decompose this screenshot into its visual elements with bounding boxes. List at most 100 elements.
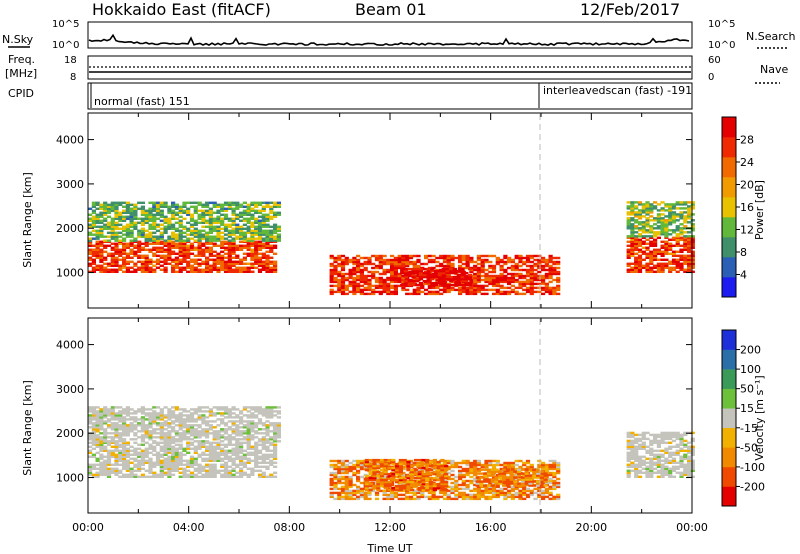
data-cell	[246, 453, 251, 456]
data-cell	[110, 422, 115, 425]
data-cell	[626, 227, 631, 230]
data-cell	[125, 201, 130, 204]
data-cell	[450, 497, 455, 501]
data-cell	[254, 463, 259, 466]
data-cell	[518, 258, 523, 262]
data-cell	[333, 270, 338, 274]
data-cell	[174, 205, 179, 208]
data-cell	[193, 262, 198, 265]
data-cell	[514, 254, 519, 258]
data-cell	[337, 270, 342, 274]
data-cell	[205, 424, 210, 427]
data-cell	[114, 441, 119, 444]
data-cell	[653, 233, 658, 236]
data-cell	[216, 219, 221, 222]
data-cell	[197, 436, 202, 439]
data-cell	[174, 438, 179, 441]
data-cell	[634, 246, 639, 249]
data-cell	[235, 438, 240, 441]
data-cell	[269, 441, 274, 444]
data-cell	[480, 286, 485, 290]
data-cell	[645, 246, 650, 249]
data-cell	[329, 268, 334, 272]
data-cell	[220, 443, 225, 446]
data-cell	[254, 414, 259, 417]
data-cell	[273, 264, 278, 267]
data-cell	[178, 451, 183, 454]
data-cell	[458, 473, 463, 477]
data-cell	[356, 479, 361, 483]
data-cell	[626, 254, 631, 257]
data-cell	[412, 461, 417, 465]
data-cell	[333, 481, 338, 485]
data-cell	[653, 248, 658, 251]
data-cell	[525, 465, 531, 469]
data-cell	[91, 465, 96, 468]
data-cell	[148, 459, 153, 462]
data-cell	[205, 406, 210, 409]
data-cell	[239, 459, 244, 462]
data-cell	[122, 465, 127, 468]
data-cell	[473, 284, 478, 288]
data-cell	[386, 477, 391, 481]
data-cell	[88, 225, 93, 228]
data-cell	[544, 290, 549, 294]
data-cell	[371, 288, 376, 292]
data-cell	[476, 272, 481, 276]
data-cell	[137, 201, 142, 204]
data-cell	[427, 286, 432, 290]
data-cell	[499, 477, 504, 481]
data-cell	[437, 273, 442, 277]
data-cell	[273, 447, 278, 450]
data-cell	[382, 493, 387, 497]
data-cell	[88, 426, 93, 429]
data-cell	[106, 455, 112, 458]
data-cell	[630, 238, 635, 241]
data-cell	[193, 430, 198, 433]
data-cell	[687, 242, 692, 245]
data-cell	[212, 426, 217, 429]
data-cell	[231, 213, 236, 216]
data-cell	[137, 408, 142, 411]
data-cell	[434, 281, 439, 285]
data-cell	[220, 213, 225, 216]
data-cell	[679, 207, 684, 210]
data-cell	[460, 283, 465, 287]
data-cell	[645, 268, 650, 271]
data-cell	[91, 270, 96, 273]
data-cell	[265, 432, 270, 435]
data-cell	[159, 447, 164, 450]
data-cell	[522, 256, 527, 260]
data-cell	[242, 432, 247, 435]
data-cell	[163, 436, 168, 439]
data-cell	[174, 451, 179, 454]
data-cell	[397, 254, 402, 258]
data-cell	[690, 235, 695, 238]
data-cell	[182, 418, 187, 421]
data-cell	[348, 282, 353, 286]
data-cell	[424, 282, 429, 286]
data-cell	[148, 463, 153, 466]
data-cell	[386, 258, 391, 262]
data-cell	[637, 238, 643, 241]
data-cell	[352, 282, 357, 286]
data-cell	[367, 270, 372, 274]
data-cell	[446, 485, 451, 489]
data-cell	[208, 213, 213, 216]
data-cell	[95, 428, 100, 431]
data-cell	[88, 231, 93, 234]
data-cell	[239, 426, 244, 429]
data-cell	[265, 420, 270, 423]
data-cell	[465, 262, 470, 266]
data-cell	[242, 246, 247, 249]
data-cell	[125, 428, 130, 431]
data-cell	[664, 248, 669, 251]
data-cell	[201, 469, 206, 472]
data-cell	[376, 486, 381, 490]
data-cell	[634, 231, 639, 234]
data-cell	[208, 465, 213, 468]
data-cell	[265, 213, 270, 216]
data-cell	[491, 292, 497, 296]
data-cell	[379, 468, 385, 472]
data-cell	[182, 225, 187, 228]
